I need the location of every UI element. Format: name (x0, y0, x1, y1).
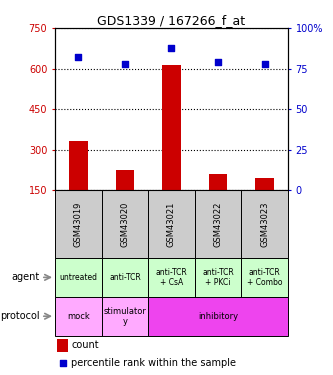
Bar (241, 190, 288, 258)
Text: GSM43022: GSM43022 (213, 201, 223, 247)
Point (76, 54, 81, 60)
Bar (148, 258, 195, 297)
Text: mock: mock (67, 312, 90, 321)
Bar (195, 190, 241, 258)
Bar (102, 190, 148, 258)
Text: GSM43021: GSM43021 (167, 201, 176, 247)
Bar (55, 258, 102, 297)
Bar (148, 190, 195, 258)
Bar (195, 258, 241, 297)
Text: GSM43020: GSM43020 (120, 201, 130, 247)
Text: anti-TCR
+ CsA: anti-TCR + CsA (156, 268, 187, 287)
Text: anti-TCR: anti-TCR (109, 273, 141, 282)
Bar (57, 339, 68, 352)
Bar (148, 297, 288, 336)
Text: anti-TCR
+ PKCi: anti-TCR + PKCi (202, 268, 234, 287)
Text: protocol: protocol (0, 311, 40, 321)
Text: stimulator
y: stimulator y (104, 307, 146, 326)
Bar (162, 64, 181, 190)
Text: GSM43023: GSM43023 (260, 201, 269, 247)
Point (122, 61, 128, 67)
Title: GDS1339 / 167266_f_at: GDS1339 / 167266_f_at (98, 14, 245, 27)
Point (60, 360, 65, 366)
Bar (209, 174, 227, 190)
Bar (255, 178, 274, 190)
Bar (55, 297, 102, 336)
Point (169, 45, 174, 51)
Text: count: count (71, 340, 99, 350)
Text: inhibitory: inhibitory (198, 312, 238, 321)
Bar (102, 297, 148, 336)
Text: percentile rank within the sample: percentile rank within the sample (71, 358, 236, 368)
Point (215, 59, 221, 65)
Text: GSM43019: GSM43019 (74, 201, 83, 247)
Text: agent: agent (12, 272, 40, 282)
Text: untreated: untreated (59, 273, 97, 282)
Point (262, 61, 267, 67)
Text: anti-TCR
+ Combo: anti-TCR + Combo (247, 268, 282, 287)
Bar (102, 258, 148, 297)
Bar (241, 258, 288, 297)
Bar (69, 141, 88, 190)
Bar (116, 170, 134, 190)
Bar (55, 190, 102, 258)
